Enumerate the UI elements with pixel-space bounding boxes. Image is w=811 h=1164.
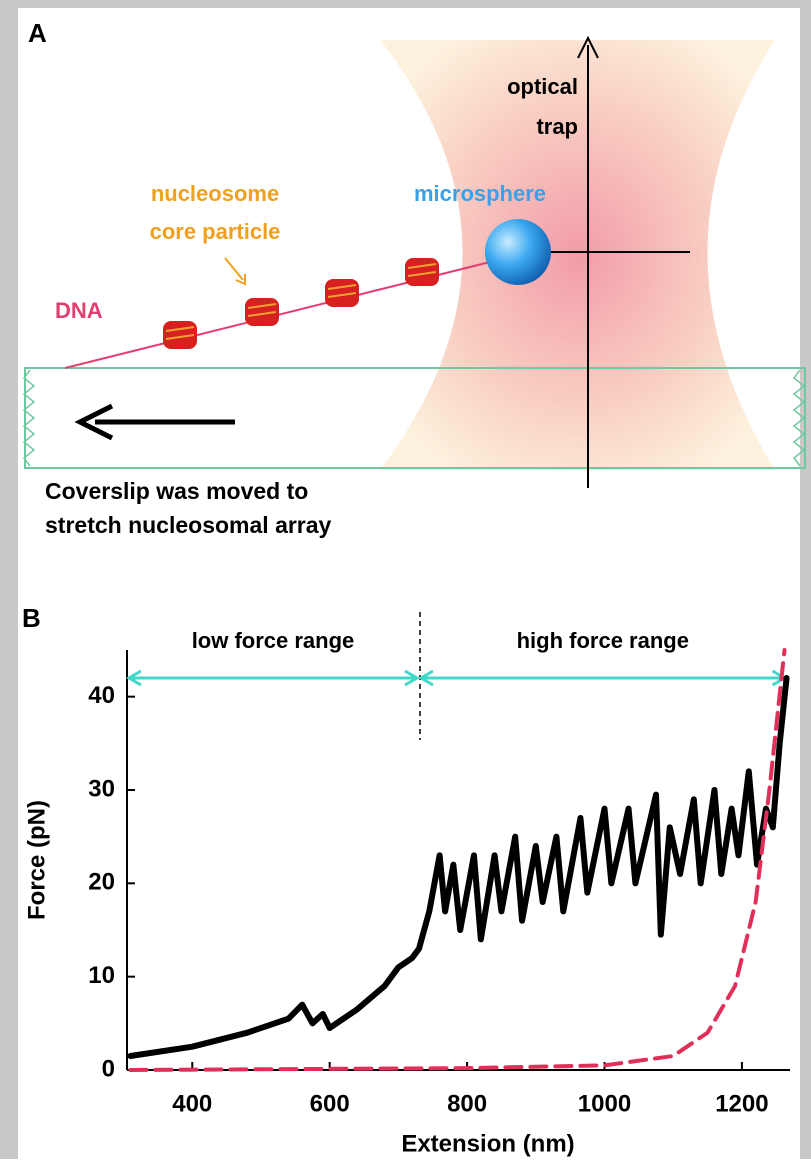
y-tick-label: 40: [88, 682, 115, 709]
nucleosome-label: nucleosome: [151, 181, 279, 206]
y-axis-label: Force (pN): [23, 800, 50, 920]
coverslip-edge: [792, 369, 806, 467]
y-tick-label: 30: [88, 775, 115, 802]
microsphere: [485, 219, 551, 285]
x-tick-label: 400: [172, 1090, 212, 1117]
nucleosomes: [163, 258, 439, 349]
arrow-head: [404, 669, 420, 687]
coverslip-edge: [22, 369, 36, 467]
arrow-head: [235, 274, 246, 286]
data-line: [128, 648, 787, 1072]
arrow-head: [577, 35, 599, 59]
y-tick-label: 20: [88, 869, 115, 896]
trap-label: trap: [536, 114, 578, 139]
arrow-head: [418, 669, 434, 687]
arrow-head: [126, 669, 142, 687]
trap-label: optical: [507, 74, 578, 99]
x-axis-label: Extension (nm): [401, 1130, 574, 1157]
dna-label: DNA: [55, 298, 103, 323]
y-tick-label: 0: [102, 1055, 115, 1082]
panel-label: B: [22, 603, 41, 633]
microsphere-label: microsphere: [414, 181, 546, 206]
x-tick-label: 800: [447, 1090, 487, 1117]
caption: stretch nucleosomal array: [45, 512, 332, 538]
range-label: high force range: [517, 628, 689, 653]
x-tick-label: 600: [310, 1090, 350, 1117]
data-line: [127, 675, 790, 1059]
arrow-head: [74, 403, 114, 441]
caption: Coverslip was moved to: [45, 478, 308, 504]
x-tick-label: 1200: [715, 1090, 768, 1117]
range-label: low force range: [192, 628, 355, 653]
y-tick-label: 10: [88, 962, 115, 989]
nucleosome-label: core particle: [150, 219, 281, 244]
pointer-arrow: [224, 257, 244, 281]
panel-label: A: [28, 18, 47, 48]
optical-trap-beam: [380, 40, 775, 470]
x-tick-label: 1000: [578, 1090, 631, 1117]
